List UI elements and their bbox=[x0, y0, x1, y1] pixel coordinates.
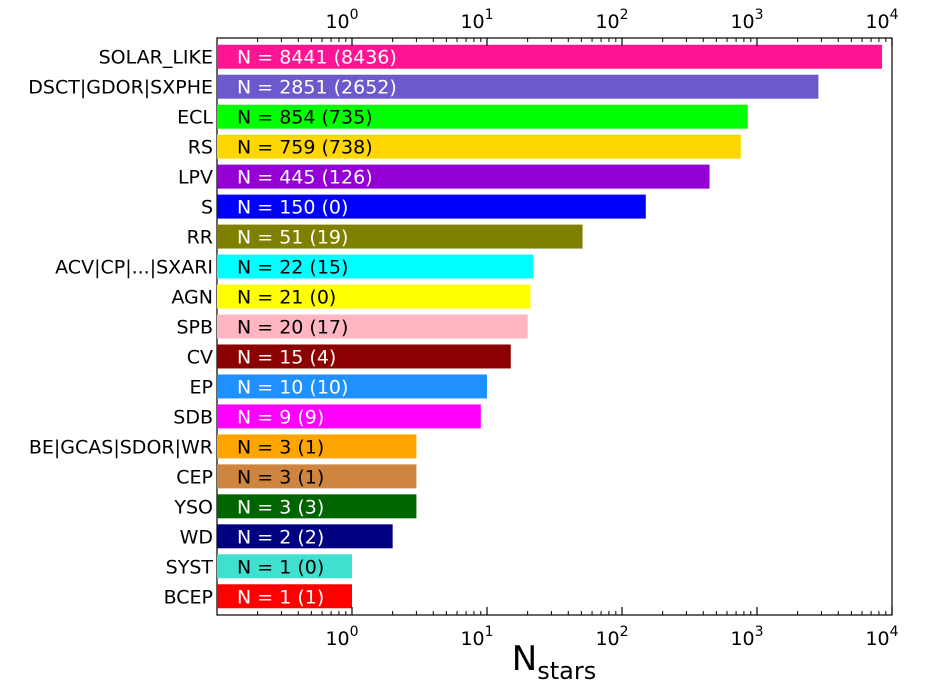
bar-value-label: N = 9 (9) bbox=[237, 406, 324, 428]
tick-exponent: 0 bbox=[350, 7, 359, 23]
tick-base: 10 bbox=[595, 628, 619, 650]
tick-label-top: 102 bbox=[595, 7, 628, 33]
bar-value-label: N = 445 (126) bbox=[237, 167, 373, 189]
bar-14 bbox=[217, 464, 417, 489]
bar-8 bbox=[217, 284, 531, 309]
bar-12 bbox=[217, 404, 481, 429]
category-label: BE|GCAS|SDOR|WR bbox=[29, 436, 213, 458]
bar-6 bbox=[217, 224, 583, 249]
bar-value-label: N = 1 (0) bbox=[237, 556, 324, 578]
tick-base: 10 bbox=[325, 11, 349, 33]
tick-exponent: 2 bbox=[620, 7, 629, 23]
bar-9 bbox=[217, 314, 528, 339]
tick-base: 10 bbox=[730, 11, 754, 33]
category-label: SDB bbox=[173, 406, 213, 428]
bar-value-label: N = 854 (735) bbox=[237, 107, 373, 129]
tick-exponent: 4 bbox=[890, 624, 899, 640]
bar-value-label: N = 8441 (8436) bbox=[237, 47, 397, 69]
category-label: WD bbox=[180, 526, 213, 548]
tick-exponent: 3 bbox=[755, 7, 764, 23]
x-axis-label: Nstars bbox=[512, 639, 596, 685]
bar-18 bbox=[217, 584, 352, 609]
category-label: SOLAR_LIKE bbox=[99, 47, 213, 69]
bar-10 bbox=[217, 344, 511, 369]
bar-value-label: N = 150 (0) bbox=[237, 197, 348, 219]
bar-value-label: N = 3 (1) bbox=[237, 436, 324, 458]
tick-label-top: 100 bbox=[325, 7, 358, 33]
tick-base: 10 bbox=[460, 11, 484, 33]
tick-label-top: 101 bbox=[460, 7, 493, 33]
bar-4 bbox=[217, 164, 710, 189]
bar-value-label: N = 2 (2) bbox=[237, 526, 324, 548]
tick-label-bottom: 100 bbox=[325, 624, 358, 650]
category-label: RS bbox=[188, 137, 213, 159]
bar-0 bbox=[217, 44, 883, 69]
category-label: RR bbox=[187, 227, 213, 249]
tick-exponent: 4 bbox=[890, 7, 899, 23]
tick-base: 10 bbox=[730, 628, 754, 650]
tick-label-bottom: 102 bbox=[595, 624, 628, 650]
bar-7 bbox=[217, 254, 534, 279]
category-label: YSO bbox=[173, 496, 213, 518]
category-label: S bbox=[201, 197, 213, 219]
bar-15 bbox=[217, 494, 417, 519]
category-label: CV bbox=[187, 346, 213, 368]
category-label: BCEP bbox=[164, 586, 213, 608]
bar-16 bbox=[217, 524, 393, 549]
tick-label-top: 104 bbox=[865, 7, 898, 33]
bar-value-label: N = 51 (19) bbox=[237, 227, 348, 249]
tick-exponent: 1 bbox=[485, 624, 494, 640]
category-labels: SOLAR_LIKE DSCT|GDOR|SXPHE ECL RS LPV S RR ACV|… bbox=[28, 47, 213, 609]
category-label: LPV bbox=[178, 167, 213, 189]
tick-base: 10 bbox=[460, 628, 484, 650]
bar-17 bbox=[217, 554, 352, 579]
bar-1 bbox=[217, 74, 819, 99]
tick-label-top: 103 bbox=[730, 7, 763, 33]
bar-value-label: N = 2851 (2652) bbox=[237, 77, 397, 99]
category-label: SYST bbox=[166, 556, 214, 578]
bar-3 bbox=[217, 134, 741, 159]
tick-base: 10 bbox=[865, 628, 889, 650]
category-label: DSCT|GDOR|SXPHE bbox=[28, 77, 213, 99]
tick-exponent: 3 bbox=[755, 624, 764, 640]
bar-value-label: N = 3 (1) bbox=[237, 466, 324, 488]
bar-value-label: N = 20 (17) bbox=[237, 317, 348, 339]
bar-value-label: N = 1 (1) bbox=[237, 586, 324, 608]
tick-base: 10 bbox=[595, 11, 619, 33]
bar-value-label: N = 22 (15) bbox=[237, 257, 348, 279]
category-label: EP bbox=[190, 376, 213, 398]
category-label: ACV|CP|...|SXARI bbox=[55, 257, 213, 279]
tick-label-bottom: 103 bbox=[730, 624, 763, 650]
tick-exponent: 1 bbox=[485, 7, 494, 23]
x-axis-label-sub: stars bbox=[537, 657, 596, 685]
bar-value-label: N = 10 (10) bbox=[237, 376, 348, 398]
tick-base: 10 bbox=[865, 11, 889, 33]
tick-base: 10 bbox=[325, 628, 349, 650]
bars-layer: N = 8441 (8436) N = 2851 (2652) N = 854 (7… bbox=[217, 44, 883, 609]
tick-exponent: 0 bbox=[350, 624, 359, 640]
tick-label-bottom: 101 bbox=[460, 624, 493, 650]
bar-11 bbox=[217, 374, 487, 399]
bar-value-label: N = 21 (0) bbox=[237, 287, 336, 309]
bar-2 bbox=[217, 104, 748, 129]
tick-exponent: 2 bbox=[620, 624, 629, 640]
x-axis-label-main: N bbox=[512, 639, 537, 679]
bar-value-label: N = 15 (4) bbox=[237, 346, 336, 368]
category-label: SPB bbox=[176, 317, 213, 339]
category-label: ECL bbox=[177, 107, 213, 129]
tick-label-bottom: 104 bbox=[865, 624, 898, 650]
category-label: CEP bbox=[176, 466, 213, 488]
bar-value-label: N = 759 (738) bbox=[237, 137, 373, 159]
bar-13 bbox=[217, 434, 417, 459]
bar-5 bbox=[217, 194, 646, 219]
category-label: AGN bbox=[171, 287, 213, 309]
bar-value-label: N = 3 (3) bbox=[237, 496, 324, 518]
